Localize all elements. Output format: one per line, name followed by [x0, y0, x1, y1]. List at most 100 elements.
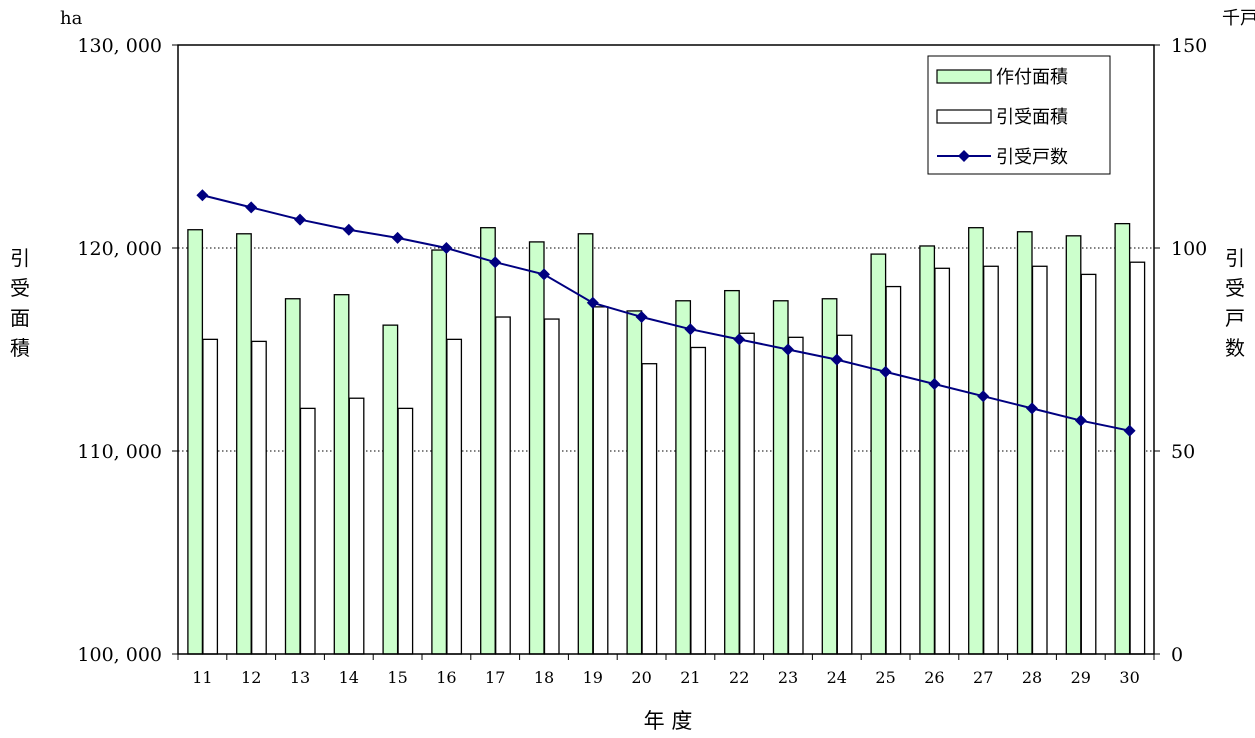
bar-planted-area [187, 229, 204, 655]
bar-planted-area [626, 310, 643, 655]
x-axis-tick-label: 28 [1022, 668, 1042, 687]
x-axis-tick-label: 24 [827, 668, 847, 687]
gridlines [178, 247, 1154, 452]
left-axis-tick-label: 100, 000 [77, 644, 162, 666]
x-axis-tick-label: 29 [1071, 668, 1091, 687]
right-axis-unit: 千戸 [1222, 8, 1255, 29]
legend-label-households: 引受戸数 [996, 147, 1068, 168]
marker-insured-households [1074, 414, 1087, 427]
bar-insured-area [592, 306, 609, 655]
bar-planted-area [1016, 231, 1033, 655]
marker-insured-households [782, 343, 794, 356]
bar-planted-area [528, 241, 545, 655]
marker-insured-households [733, 333, 746, 346]
marker-insured-households [1026, 402, 1038, 415]
marker-insured-households [977, 390, 990, 403]
bar-planted-area [1065, 235, 1082, 655]
bar-insured-area [348, 397, 365, 655]
left-axis-tick-label: 110, 000 [77, 441, 162, 463]
bar-insured-area [1031, 265, 1048, 655]
bar-insured-area [251, 340, 267, 655]
bar-planted-area [821, 298, 838, 655]
x-axis-label: 年 度 [644, 709, 693, 733]
bar-insured-area [1080, 273, 1097, 655]
x-axis-tick-label: 15 [387, 668, 407, 687]
bar-planted-area [968, 227, 984, 655]
x-axis-tick-label: 19 [583, 668, 603, 687]
bar-planted-area [236, 233, 252, 655]
x-axis-tick-label: 12 [241, 668, 261, 687]
bar-insured-area [397, 407, 414, 655]
right-axis-tick-label: 50 [1171, 441, 1195, 463]
bar-planted-area [480, 227, 496, 655]
bar-planted-area [772, 300, 789, 655]
marker-insured-households [879, 365, 892, 378]
left-axis-label: 引受面積 [10, 246, 30, 360]
x-axis-tick-label: 23 [778, 668, 798, 687]
marker-insured-households [635, 311, 648, 324]
marker-insured-households [196, 189, 209, 202]
right-axis-tick-label: 0 [1171, 644, 1183, 666]
marker-insured-households [391, 231, 404, 244]
x-axis-tick-label: 20 [631, 668, 651, 687]
marker-insured-households [440, 242, 453, 254]
legend: 作付面積 引受面積 引受戸数 [927, 55, 1111, 175]
legend-swatch-insured-area [936, 109, 992, 124]
marker-insured-households [342, 223, 355, 236]
bar-planted-area [333, 294, 350, 655]
right-axis-tick-label: 150 [1171, 35, 1207, 57]
marker-insured-households [294, 213, 306, 226]
x-axis-tick-label: 16 [436, 668, 456, 687]
bar-planted-area [724, 289, 740, 655]
x-axis-tick-label: 22 [729, 668, 749, 687]
marker-insured-households [830, 353, 843, 366]
bar-insured-area [983, 265, 999, 655]
marker-insured-households [538, 268, 550, 281]
bar-insured-area [543, 318, 560, 655]
line-insured-households [202, 194, 1130, 432]
bar-planted-area [577, 233, 594, 655]
bars-group [187, 222, 1146, 655]
line-series-group [196, 189, 1136, 437]
x-axis-tick-label: 30 [1119, 668, 1139, 687]
bar-insured-area [787, 336, 804, 655]
x-axis-tick-label: 17 [485, 668, 505, 687]
bar-planted-area [675, 300, 692, 655]
bar-planted-area [1114, 222, 1131, 655]
left-axis-unit: ha [60, 8, 83, 29]
bar-insured-area [934, 267, 951, 655]
bar-insured-area [299, 407, 316, 655]
bar-insured-area [202, 338, 219, 655]
bar-planted-area [870, 253, 887, 655]
x-axis-tick-label: 25 [875, 668, 895, 687]
bar-insured-area [446, 338, 463, 655]
left-axis-tick-label: 120, 000 [77, 238, 162, 260]
legend-marker-households [958, 150, 970, 162]
x-axis-tick-label: 13 [290, 668, 310, 687]
marker-insured-households [586, 296, 599, 309]
bar-insured-area [836, 334, 853, 655]
axes-group: 100, 000 110, 000 120, 000 130, 000 0 50 100 15… [77, 35, 1207, 687]
x-axis-tick-label: 11 [192, 668, 212, 687]
x-axis-tick-label: 27 [973, 668, 993, 687]
x-axis-tick-label: 21 [680, 668, 700, 687]
marker-insured-households [928, 378, 941, 391]
x-axis-tick-label: 26 [924, 668, 944, 687]
x-axis-tick-label: 18 [534, 668, 554, 687]
legend-label-insured-area: 引受面積 [996, 107, 1068, 128]
legend-swatch-planted [936, 69, 992, 84]
bar-insured-area [690, 346, 707, 655]
bar-planted-area [919, 245, 936, 655]
right-axis-label: 引受戸数 [1225, 246, 1245, 360]
bar-insured-area [885, 285, 902, 655]
bar-planted-area [382, 324, 399, 655]
left-axis-tick-label: 130, 000 [77, 35, 162, 57]
bar-planted-area [431, 249, 448, 655]
marker-insured-households [489, 256, 502, 269]
bar-insured-area [739, 332, 755, 655]
bar-insured-area [641, 363, 658, 655]
legend-label-planted: 作付面積 [996, 67, 1068, 88]
marker-insured-households [684, 323, 697, 336]
marker-insured-households [245, 201, 258, 214]
